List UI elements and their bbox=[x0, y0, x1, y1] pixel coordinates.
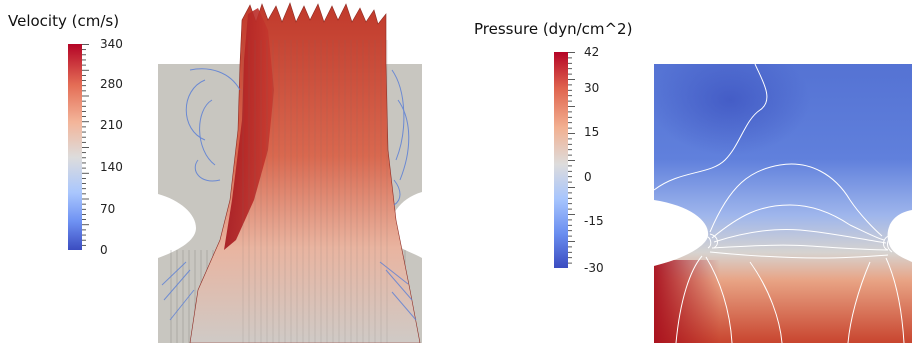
pressure-tick-label: 0 bbox=[584, 170, 592, 184]
velocity-panel: Velocity (cm/s) 340 280 210 140 70 0 bbox=[0, 0, 440, 343]
pressure-field-region bbox=[654, 64, 912, 343]
pressure-panel: Pressure (dyn/cm^2) 42 30 15 0 -15 -30 bbox=[460, 0, 912, 343]
velocity-field-view bbox=[158, 2, 422, 343]
pressure-tick-label: 15 bbox=[584, 125, 600, 139]
velocity-tick-label: 0 bbox=[100, 243, 108, 257]
pressure-field-view bbox=[654, 64, 912, 343]
pressure-colorbar bbox=[554, 52, 568, 268]
pressure-colorbar-ticks bbox=[568, 52, 575, 264]
velocity-colorbar bbox=[68, 44, 82, 250]
recirculation-vortex-left bbox=[185, 68, 241, 182]
recirculation-vortex-right bbox=[391, 69, 410, 206]
velocity-colorbar-title: Velocity (cm/s) bbox=[8, 12, 120, 30]
velocity-colorbar-ticks bbox=[82, 44, 89, 246]
velocity-tick-label: 280 bbox=[100, 77, 123, 91]
velocity-tick-label: 340 bbox=[100, 37, 123, 51]
pressure-tick-label: -30 bbox=[584, 261, 604, 275]
pressure-colorbar-title: Pressure (dyn/cm^2) bbox=[474, 20, 633, 38]
velocity-arrows-texture bbox=[242, 40, 392, 343]
pressure-tick-label: 30 bbox=[584, 81, 600, 95]
velocity-tick-label: 140 bbox=[100, 160, 123, 174]
velocity-tick-label: 210 bbox=[100, 118, 123, 132]
pressure-tick-label: 42 bbox=[584, 45, 600, 59]
pressure-contours bbox=[654, 64, 905, 343]
near-wall-arrows-lower bbox=[161, 261, 417, 321]
velocity-tick-label: 70 bbox=[100, 202, 116, 216]
pressure-tick-label: -15 bbox=[584, 214, 604, 228]
